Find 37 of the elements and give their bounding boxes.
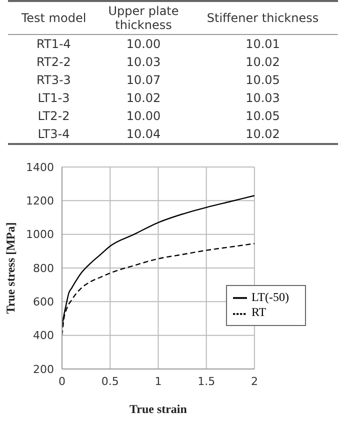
text: 10.01: [246, 37, 280, 51]
text: 10.00: [126, 109, 161, 123]
x-tick-label: 1: [154, 374, 162, 388]
text: 10.04: [126, 127, 161, 141]
text: 10.00: [126, 37, 161, 51]
category-label: LT1-3: [38, 91, 70, 105]
y-tick-label: 1400: [26, 160, 54, 174]
text: 10.02: [126, 91, 161, 105]
text: 10.05: [246, 109, 280, 123]
y-tick-label: 400: [33, 329, 54, 342]
category-label: Test model: [20, 10, 88, 27]
x-tick-label: 0: [58, 374, 66, 388]
category-label: RT2-2: [36, 55, 71, 69]
y-tick-label: 1200: [26, 194, 54, 208]
text: 10.03: [246, 91, 280, 105]
legend-label: LT(-50): [251, 290, 289, 304]
category-label: LT2-2: [38, 109, 70, 123]
category-label: Upper plate thickness: [107, 3, 180, 34]
category-label: RT1-4: [36, 37, 71, 51]
category-label: LT3-4: [38, 127, 70, 141]
x-tick-label: 1.5: [198, 374, 216, 388]
y-tick-label: 800: [33, 262, 54, 275]
text: 10.07: [126, 73, 161, 87]
y-tick-label: 200: [33, 362, 54, 376]
y-tick-label: 1000: [26, 228, 54, 242]
x-tick-label: 2: [250, 374, 258, 388]
text: 10.02: [246, 55, 280, 69]
x-tick-label: 0.5: [101, 374, 119, 388]
x-axis-title: True strain: [130, 402, 188, 416]
category-label: Stiffener thickness: [206, 10, 320, 27]
text: 10.02: [246, 127, 280, 141]
legend-label: RT: [251, 305, 266, 320]
category-label: RT3-3: [36, 73, 71, 87]
text: 10.05: [246, 73, 280, 87]
y-axis-title: True stress [MPa]: [3, 222, 18, 314]
y-tick-label: 600: [33, 296, 54, 309]
text: 10.03: [126, 55, 161, 69]
